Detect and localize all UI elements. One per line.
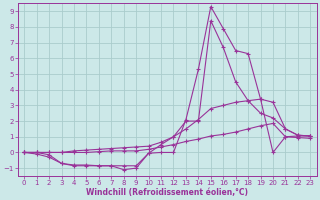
X-axis label: Windchill (Refroidissement éolien,°C): Windchill (Refroidissement éolien,°C) xyxy=(86,188,248,197)
